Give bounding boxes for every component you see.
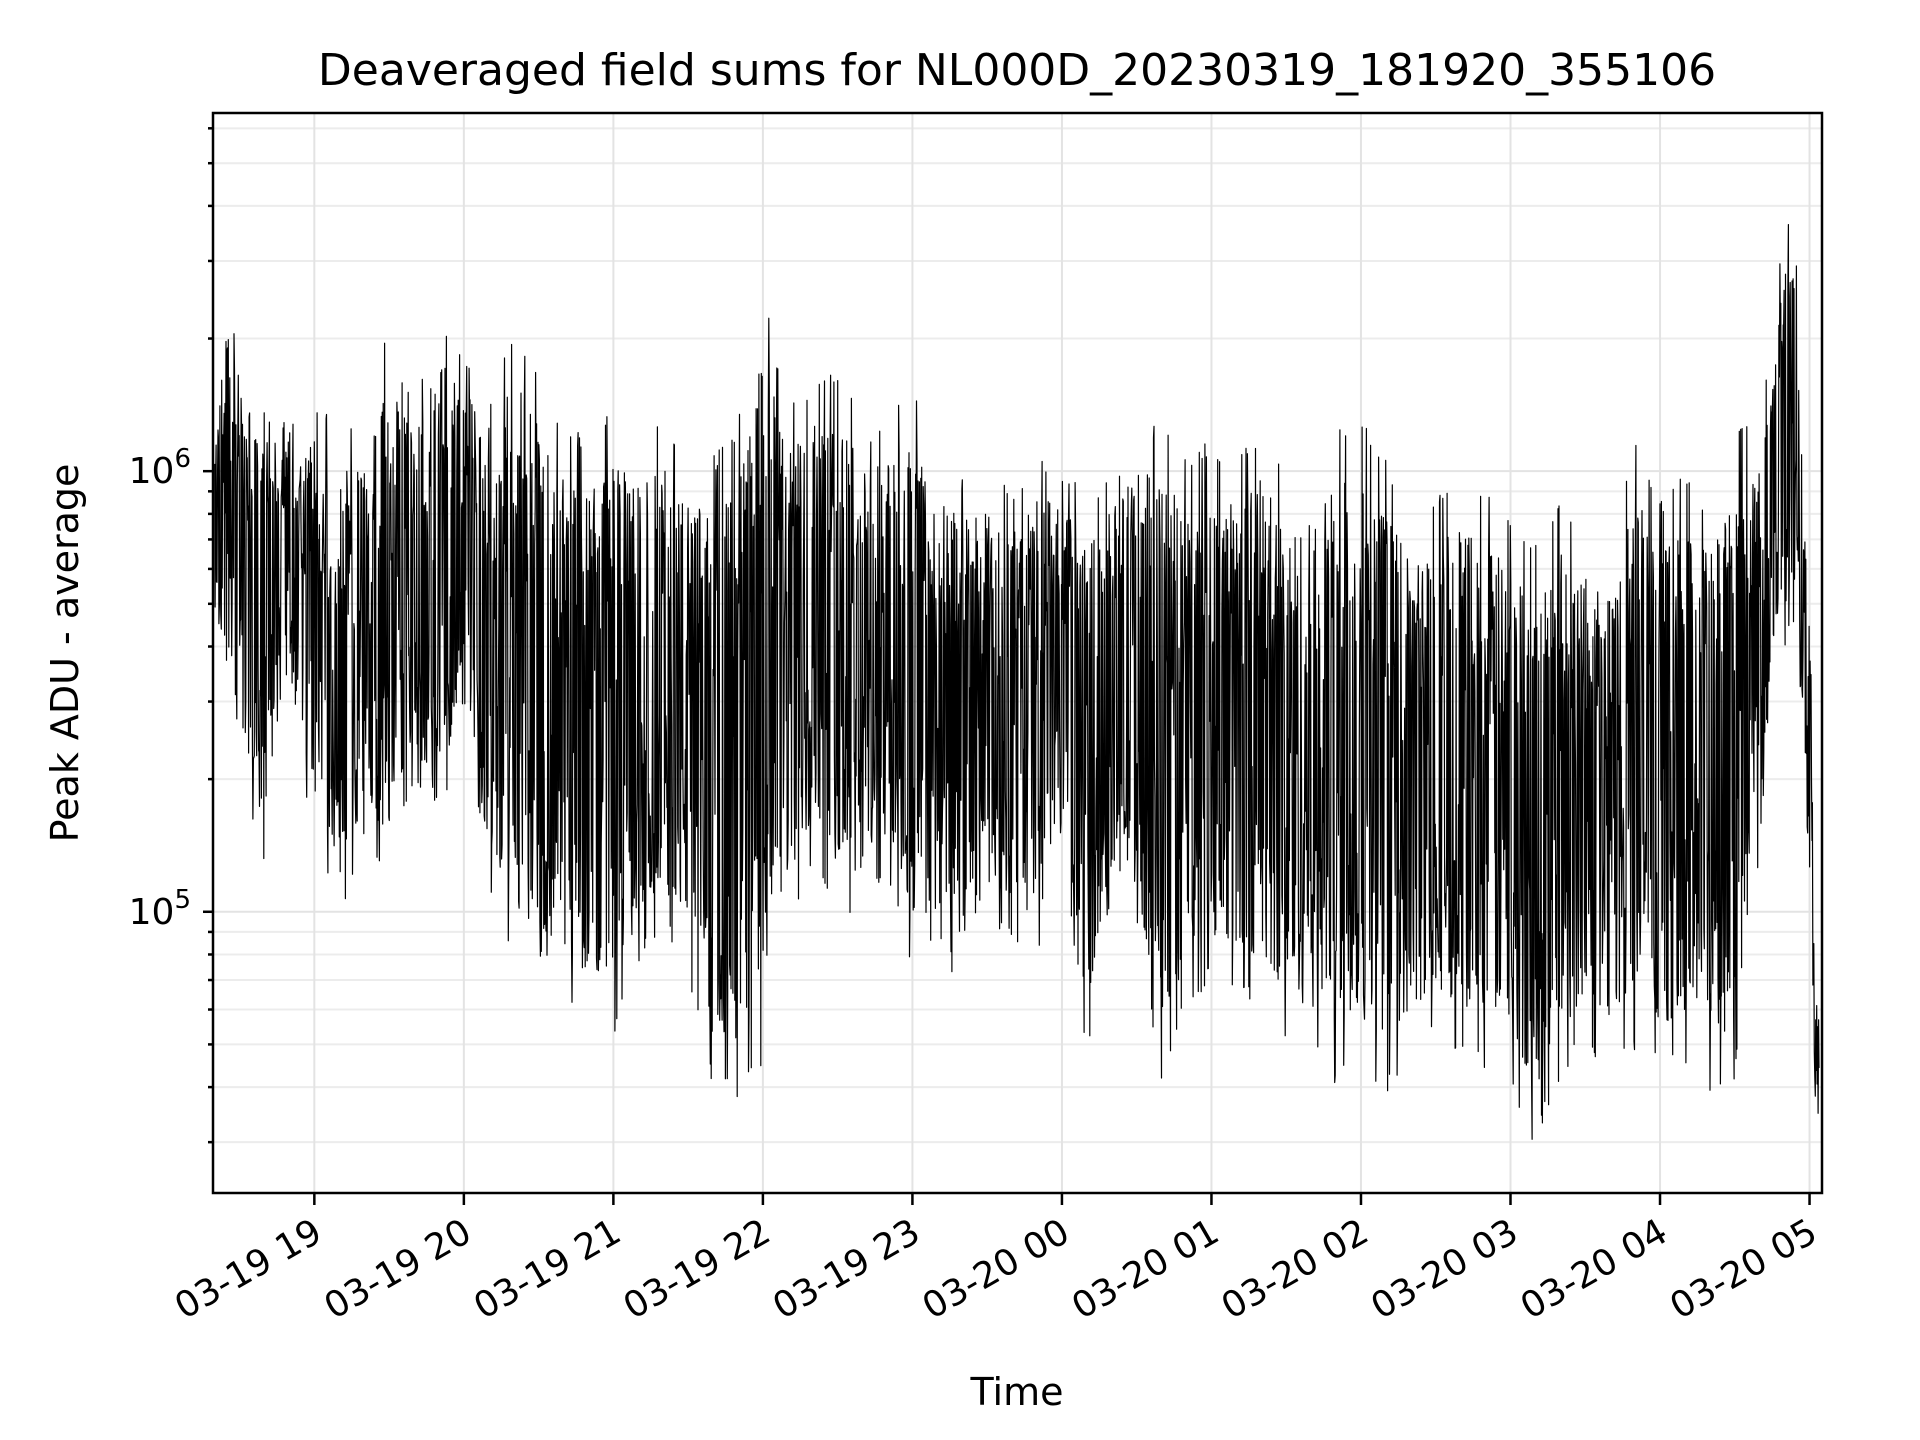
plot-frame <box>211 111 1824 1195</box>
y-tick-exponent: 5 <box>174 885 191 915</box>
x-axis-label: Time <box>970 1370 1064 1414</box>
y-tick-label: 106 <box>129 444 191 492</box>
chart-title: Deaveraged field sums for NL000D_2023031… <box>318 45 1716 96</box>
y-tick-exponent: 6 <box>174 444 191 474</box>
series-line <box>214 224 1820 1140</box>
y-axis-label: Peak ADU - average <box>43 464 87 843</box>
y-tick-base: 10 <box>129 451 175 492</box>
y-tick-base: 10 <box>129 892 175 933</box>
y-tick-label: 105 <box>129 885 191 933</box>
